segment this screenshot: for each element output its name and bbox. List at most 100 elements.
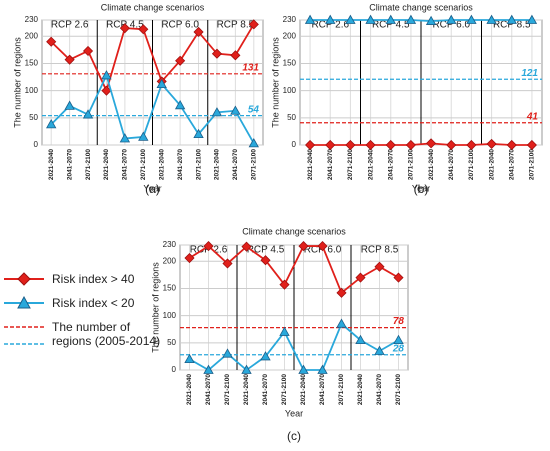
y-tick-label: 230 bbox=[163, 240, 177, 249]
data-point bbox=[184, 252, 195, 264]
data-point bbox=[211, 48, 223, 59]
data-point bbox=[64, 54, 75, 65]
x-tick-label: 2041-2070 bbox=[262, 374, 269, 405]
data-point bbox=[193, 26, 204, 38]
reference-label: 28 bbox=[392, 343, 405, 354]
data-point bbox=[279, 326, 290, 336]
data-point bbox=[241, 364, 252, 374]
x-tick-label: 2021-2040 bbox=[158, 149, 165, 180]
data-point bbox=[446, 139, 457, 151]
data-point bbox=[230, 50, 241, 61]
x-tick-label: 2071-2100 bbox=[281, 374, 288, 405]
y-axis-label: The number of regions bbox=[12, 37, 22, 128]
data-point bbox=[405, 139, 416, 151]
group-label: RCP 8.5 bbox=[493, 20, 531, 31]
data-point bbox=[385, 14, 396, 24]
y-tick-label: 150 bbox=[163, 284, 177, 293]
data-point bbox=[374, 261, 385, 272]
data-point bbox=[211, 107, 223, 117]
x-tick-label: 2021-2040 bbox=[243, 374, 250, 405]
x-tick-label: 2041-2070 bbox=[508, 149, 515, 180]
data-point bbox=[506, 14, 517, 24]
data-point bbox=[241, 241, 252, 252]
data-point bbox=[486, 138, 497, 149]
data-point bbox=[82, 45, 94, 57]
legend-item: The number of regions (2005-2014) bbox=[2, 320, 172, 350]
x-tick-label: 2021-2040 bbox=[214, 149, 221, 180]
data-point bbox=[279, 279, 290, 290]
data-point bbox=[305, 139, 316, 151]
series-line bbox=[50, 72, 255, 144]
data-point bbox=[385, 139, 396, 151]
data-point bbox=[248, 138, 259, 148]
legend-label: Risk index < 20 bbox=[52, 296, 135, 310]
data-point bbox=[230, 105, 241, 115]
x-tick-label: 2041-2070 bbox=[177, 149, 184, 180]
data-point bbox=[526, 14, 538, 24]
group-label: RCP 4.5 bbox=[247, 245, 285, 256]
data-point bbox=[466, 139, 477, 151]
x-tick-label: 2021-2040 bbox=[186, 374, 193, 405]
data-point bbox=[119, 133, 131, 143]
x-tick-label: 2041-2070 bbox=[376, 374, 383, 405]
x-tick-label: 2021-2040 bbox=[48, 149, 55, 180]
data-point bbox=[466, 14, 477, 24]
y-tick-label: 200 bbox=[25, 31, 39, 40]
data-point bbox=[175, 55, 186, 66]
x-tick-label: 2041-2070 bbox=[327, 149, 334, 180]
chart-title: Climate change scenarios bbox=[242, 226, 346, 236]
x-tick-label: 2041-2070 bbox=[319, 374, 326, 405]
x-tick-label: 2041-2070 bbox=[448, 149, 455, 180]
legend: Risk index > 40 Risk index < 20 The numb… bbox=[2, 272, 172, 360]
data-point bbox=[101, 70, 112, 80]
data-point bbox=[248, 19, 259, 30]
legend-item: Risk index > 40 bbox=[2, 272, 172, 286]
reference-label: 131 bbox=[242, 62, 259, 73]
data-point bbox=[174, 100, 186, 110]
y-tick-label: 50 bbox=[167, 338, 176, 347]
data-point bbox=[304, 14, 316, 24]
data-point bbox=[298, 364, 309, 374]
data-point bbox=[193, 128, 204, 139]
y-tick-label: 50 bbox=[287, 113, 296, 122]
y-tick-label: 150 bbox=[283, 59, 297, 68]
x-axis-label: Year bbox=[285, 408, 303, 418]
reference-label: 54 bbox=[248, 104, 260, 115]
data-point bbox=[184, 353, 195, 364]
x-tick-label: 2071-2100 bbox=[251, 149, 258, 180]
y-tick-label: 200 bbox=[163, 256, 177, 265]
data-point bbox=[138, 131, 149, 141]
x-tick-label: 2071-2100 bbox=[347, 149, 354, 180]
x-tick-label: 2021-2040 bbox=[428, 149, 435, 180]
data-point bbox=[526, 139, 537, 151]
data-point bbox=[101, 85, 112, 96]
data-point bbox=[317, 241, 328, 252]
x-tick-label: 2021-2040 bbox=[300, 374, 307, 405]
group-label: RCP 2.6 bbox=[311, 20, 349, 31]
data-point bbox=[336, 318, 347, 328]
reference-label: 41 bbox=[526, 111, 539, 122]
x-tick-label: 2041-2070 bbox=[205, 374, 212, 405]
x-tick-label: 2041-2070 bbox=[122, 149, 129, 180]
data-point bbox=[345, 14, 356, 24]
data-point bbox=[317, 364, 328, 374]
x-tick-label: 2071-2100 bbox=[408, 149, 415, 180]
x-axis-label: Year bbox=[412, 183, 430, 193]
data-point bbox=[426, 138, 437, 149]
data-point bbox=[46, 36, 57, 47]
data-point bbox=[46, 119, 57, 129]
x-tick-label: 2071-2100 bbox=[338, 374, 345, 405]
group-label: RCP 6.0 bbox=[432, 20, 470, 31]
legend-icon bbox=[4, 296, 44, 309]
data-point bbox=[260, 255, 271, 266]
x-tick-label: 2071-2100 bbox=[195, 149, 202, 180]
x-tick-label: 2041-2070 bbox=[387, 149, 394, 180]
y-tick-label: 0 bbox=[292, 140, 297, 149]
legend-label: Risk index > 40 bbox=[52, 272, 135, 286]
x-tick-label: 2041-2070 bbox=[66, 149, 73, 180]
y-tick-label: 0 bbox=[172, 365, 177, 374]
data-point bbox=[336, 287, 347, 298]
panel-label: (b) bbox=[414, 182, 429, 196]
x-axis-label: Year bbox=[143, 183, 161, 193]
